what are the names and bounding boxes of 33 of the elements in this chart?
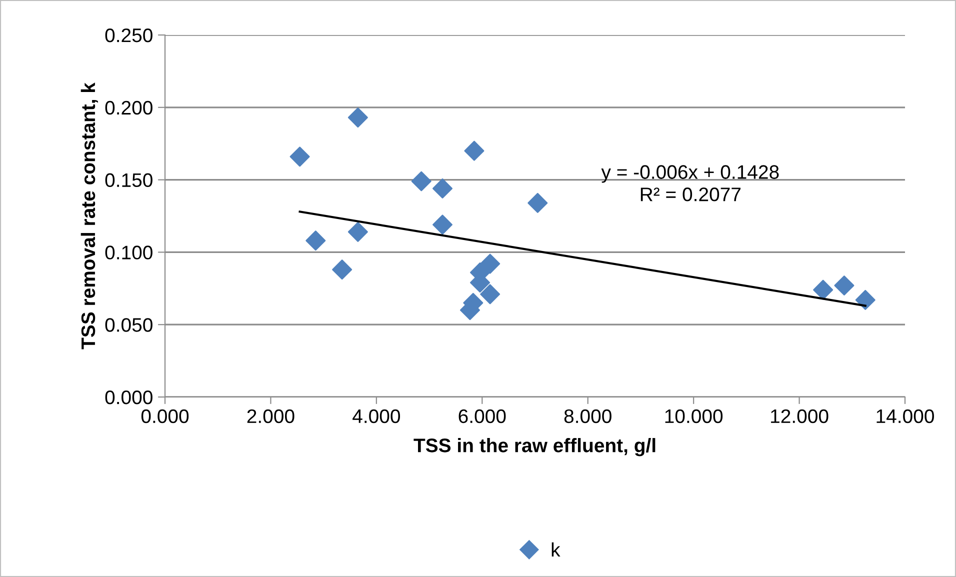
x-tick-label: 10.000	[665, 409, 723, 424]
point	[834, 275, 854, 296]
point	[464, 140, 484, 161]
point	[306, 230, 326, 251]
x-axis-title: TSS in the raw effluent, g/l	[414, 438, 656, 456]
x-tick-label: 14.000	[876, 409, 934, 424]
point	[432, 214, 453, 235]
y-tick-label: 0.200	[105, 100, 152, 115]
y-tick-label: 0.250	[105, 28, 152, 42]
x-tick-label: 0.000	[141, 409, 189, 424]
point	[332, 260, 352, 280]
point	[411, 171, 432, 192]
point	[813, 280, 834, 300]
point	[348, 108, 368, 128]
y-axis-title: TSS removal rate constant, k	[80, 82, 98, 350]
x-tick-label: 8.000	[564, 409, 612, 424]
x-tick-label: 6.000	[458, 409, 506, 424]
x-tick-label: 12.000	[771, 409, 828, 424]
point	[480, 254, 500, 274]
y-tick-label: 0.150	[105, 173, 152, 188]
annotation: y = -0.006x + 0.1428 R² = 0.2077	[601, 165, 779, 202]
point	[855, 290, 876, 310]
point	[348, 222, 368, 242]
y-tick-label: 0.100	[105, 246, 152, 260]
legend-label: k	[552, 542, 560, 556]
point	[480, 284, 500, 304]
y-tick-label: 0.050	[105, 318, 152, 332]
point	[290, 146, 310, 167]
point	[528, 192, 548, 213]
x-tick-label: 4.000	[352, 409, 400, 424]
x-tick-label: 2.000	[247, 409, 294, 424]
y-tick-label: 0.000	[105, 390, 152, 404]
point	[432, 178, 453, 198]
